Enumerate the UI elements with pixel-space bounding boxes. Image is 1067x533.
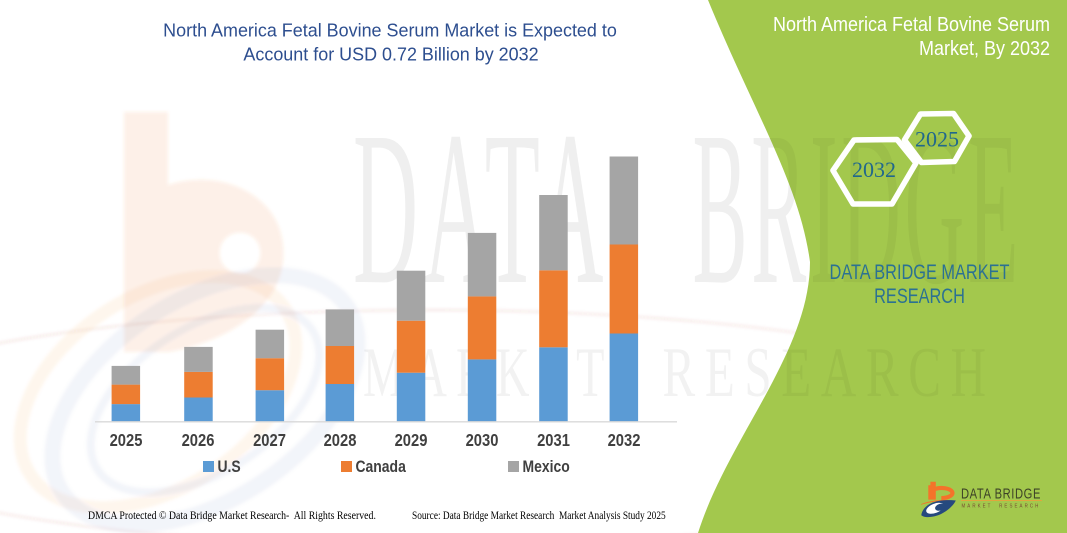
svg-text:2030: 2030 [466,431,499,451]
svg-text:2025: 2025 [110,431,143,451]
svg-text:MARKET RESEARCH: MARKET RESEARCH [962,503,1041,510]
svg-text:DMCA Protected © Data Bridge M: DMCA Protected © Data Bridge Market Rese… [88,509,376,522]
svg-text:Account for USD 0.72 Billion b: Account for USD 0.72 Billion by 2032 [243,44,538,64]
svg-text:North America Fetal Bovine Ser: North America Fetal Bovine Serum [773,14,1050,36]
svg-text:DATA BRIDGE MARKET: DATA BRIDGE MARKET [830,261,1010,285]
svg-text:2032: 2032 [852,157,896,182]
svg-text:Market, By 2032: Market, By 2032 [919,38,1050,60]
svg-text:2028: 2028 [324,431,357,451]
svg-text:RESEARCH: RESEARCH [874,285,965,309]
svg-text:2026: 2026 [182,431,215,451]
svg-text:Source: Data Bridge Market Res: Source: Data Bridge Market Research Mark… [412,509,666,522]
svg-text:U.S: U.S [218,458,241,477]
svg-text:2032: 2032 [608,431,641,451]
svg-text:North America Fetal Bovine Ser: North America Fetal Bovine Serum Market … [163,20,617,40]
svg-text:2025: 2025 [915,127,959,152]
svg-text:2029: 2029 [395,431,428,451]
svg-text:DATA BRIDGE: DATA BRIDGE [961,485,1041,502]
svg-text:2027: 2027 [253,431,286,451]
svg-text:Mexico: Mexico [523,458,570,477]
svg-text:Canada: Canada [356,458,407,477]
svg-text:2031: 2031 [537,431,570,451]
